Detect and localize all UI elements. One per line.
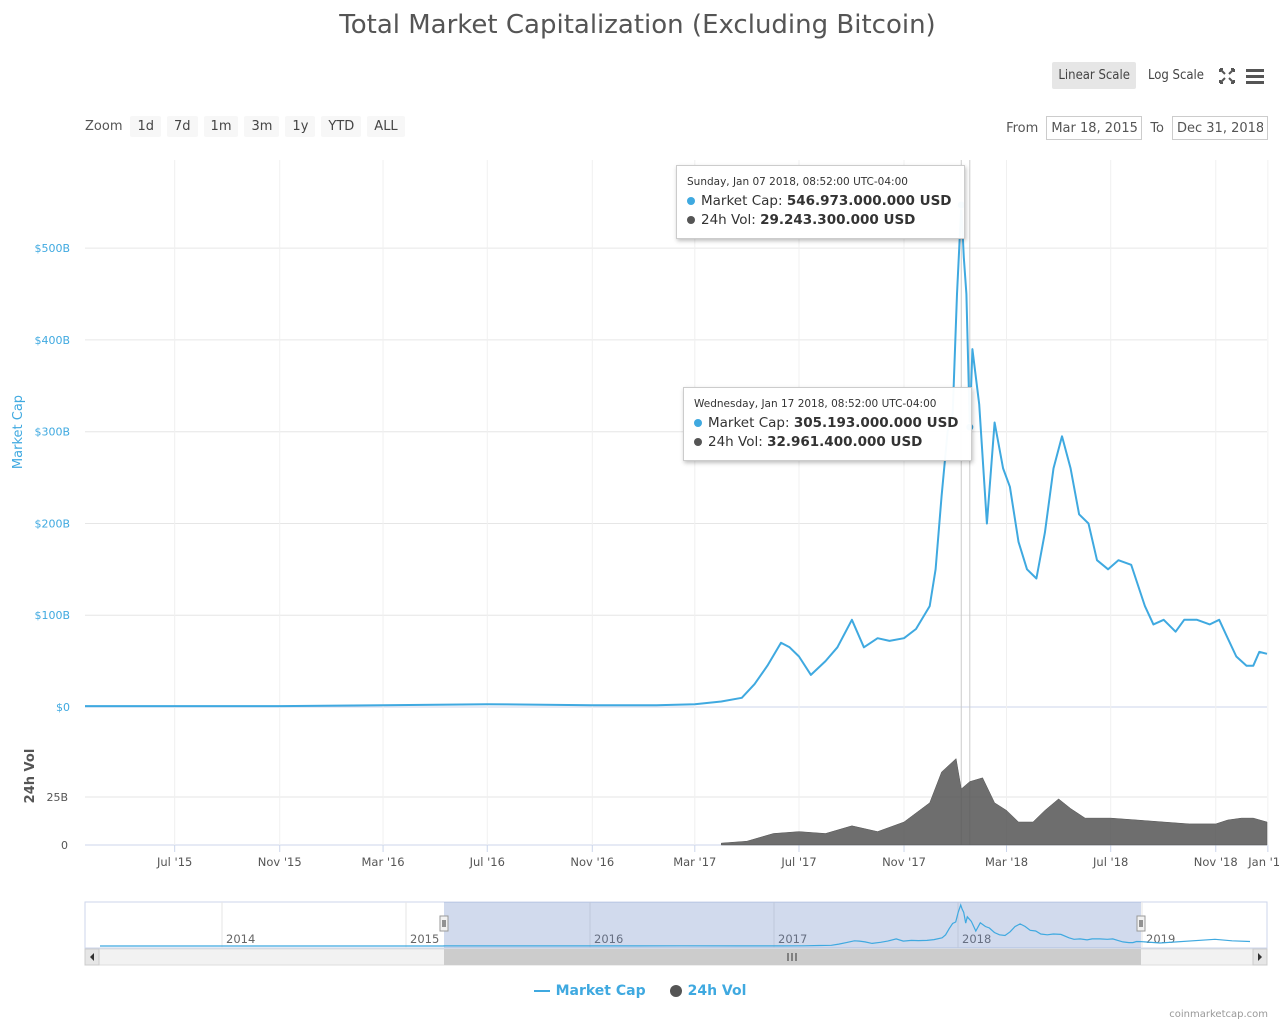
legend-label: Market Cap	[555, 983, 646, 999]
zoom-3m-button[interactable]: 3m	[244, 116, 280, 137]
tooltip-vol-value: 32.961.400.000 USD	[767, 434, 923, 450]
volume-dot-icon	[687, 216, 695, 224]
navigator-handle	[439, 915, 449, 932]
dot-swatch-icon	[669, 985, 682, 997]
linear-scale-button[interactable]: Linear Scale	[1052, 62, 1136, 89]
x-tick-label: Nov '15	[258, 855, 302, 869]
scroll-left-arrow-icon	[90, 953, 94, 961]
x-tick-label: Nov '17	[882, 855, 926, 869]
volume-dot-icon	[694, 438, 702, 446]
tooltip-jan-07: Sunday, Jan 07 2018, 08:52:00 UTC-04:00 …	[676, 165, 965, 239]
tooltip-mc-label: Market Cap:	[701, 193, 783, 209]
navigator-year-label: 2016	[594, 932, 623, 946]
tooltip-mc-value: 546.973.000.000 USD	[786, 193, 952, 209]
y-tick-label: $0	[56, 701, 70, 714]
x-tick-label: Mar '18	[985, 855, 1028, 869]
vol-axis-title: 24h Vol	[23, 749, 38, 804]
series-24h-vol	[721, 758, 1268, 846]
x-tick-label: Nov '16	[570, 855, 614, 869]
navigator-year-label: 2018	[962, 932, 991, 946]
y-tick-label: $200B	[34, 517, 70, 530]
navigator-year-label: 2014	[226, 932, 255, 946]
tooltip-mc-label: Market Cap:	[708, 415, 790, 431]
tooltip-vol-label: 24h Vol:	[701, 212, 756, 228]
chart-title: Total Market Capitalization (Excluding B…	[339, 10, 936, 40]
navigator-year-label: 2019	[1146, 932, 1175, 946]
zoom-selector: Zoom 1d 7d 1m 3m 1y YTD ALL	[85, 116, 405, 137]
zoom-all-button[interactable]: ALL	[367, 116, 405, 137]
x-tick-label: Jan '19	[1247, 855, 1280, 869]
navigator-series	[100, 903, 1251, 947]
credits-link[interactable]: coinmarketcap.com	[1169, 1009, 1268, 1020]
x-tick-label: Jul '16	[469, 855, 505, 869]
legend: Market Cap 24h Vol	[0, 983, 1280, 999]
tooltip-date: Wednesday, Jan 17 2018, 08:52:00 UTC-04:…	[694, 398, 937, 410]
fullscreen-icon[interactable]	[1216, 65, 1238, 87]
market-cap-dot-icon	[687, 197, 695, 205]
market-cap-dot-icon	[694, 419, 702, 427]
navigator-year-label: 2015	[410, 932, 439, 946]
series-market-cap	[85, 204, 1268, 708]
y-tick-label: $100B	[34, 609, 70, 622]
menu-icon[interactable]	[1244, 65, 1266, 87]
line-swatch-icon	[533, 990, 550, 992]
y-axis-title: Market Cap	[11, 395, 26, 469]
from-label: From	[1006, 120, 1039, 136]
tooltip-mc-value: 305.193.000.000 USD	[793, 415, 959, 431]
log-scale-button[interactable]: Log Scale	[1147, 68, 1204, 83]
legend-item-24h-vol[interactable]: 24h Vol	[669, 983, 747, 999]
y-tick-label: $300B	[34, 426, 70, 439]
x-tick-label: Mar '16	[361, 855, 404, 869]
zoom-7d-button[interactable]: 7d	[167, 116, 198, 137]
tooltip-vol-label: 24h Vol:	[708, 434, 763, 450]
x-tick-label: Mar '17	[673, 855, 716, 869]
zoom-ytd-button[interactable]: YTD	[321, 116, 362, 137]
to-date-input[interactable]	[1172, 116, 1268, 140]
zoom-1y-button[interactable]: 1y	[285, 116, 316, 137]
y-tick-label: $500B	[34, 242, 70, 255]
to-label: To	[1150, 120, 1164, 136]
navigator-handle	[1136, 915, 1146, 932]
x-tick-label: Nov '18	[1194, 855, 1238, 869]
scroll-right-arrow-icon	[1258, 953, 1262, 961]
y-tick-label: $400B	[34, 334, 70, 347]
zoom-label: Zoom	[85, 119, 123, 134]
zoom-1m-button[interactable]: 1m	[203, 116, 239, 137]
navigator-selection	[444, 902, 1141, 948]
navigator-frame	[84, 901, 1268, 949]
x-tick-label: Jul '15	[156, 855, 192, 869]
legend-item-market-cap[interactable]: Market Cap	[533, 983, 646, 999]
tooltip-jan-17: Wednesday, Jan 17 2018, 08:52:00 UTC-04:…	[683, 387, 972, 461]
date-range: From To	[1006, 116, 1268, 140]
x-tick-label: Jul '18	[1092, 855, 1128, 869]
scale-toolbar: Linear Scale Log Scale	[1052, 62, 1266, 89]
legend-label: 24h Vol	[687, 983, 747, 999]
navigator-year-label: 2017	[778, 932, 807, 946]
tooltip-vol-value: 29.243.300.000 USD	[760, 212, 916, 228]
from-date-input[interactable]	[1046, 116, 1143, 140]
vol-tick-label: 25B	[46, 791, 68, 804]
vol-tick-label: 0	[61, 839, 68, 852]
zoom-1d-button[interactable]: 1d	[130, 116, 162, 137]
tooltip-date: Sunday, Jan 07 2018, 08:52:00 UTC-04:00	[687, 176, 908, 188]
x-tick-label: Jul '17	[780, 855, 816, 869]
